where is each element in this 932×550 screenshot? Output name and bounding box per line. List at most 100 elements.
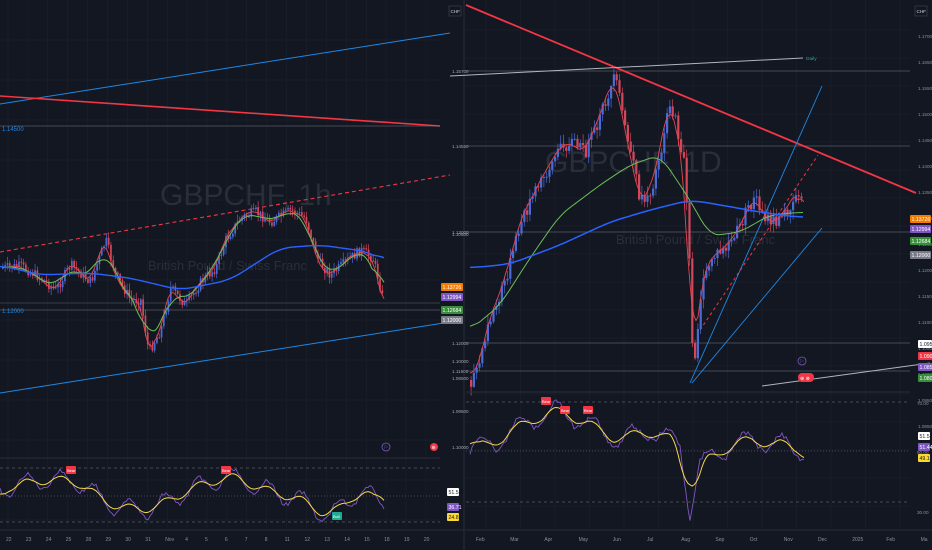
currency-button[interactable]: [448, 5, 462, 17]
price-candle: [22, 262, 25, 265]
price-candle: [199, 278, 202, 291]
price-candle: [789, 210, 792, 215]
x-axis-tick: 8: [265, 537, 268, 543]
x-axis-tick: Ma: [921, 537, 928, 543]
event-flag-icon-glyph: ⚐: [384, 445, 388, 451]
price-candle: [733, 238, 736, 241]
rsi-ma-line: [0, 473, 385, 517]
x-axis-tick: 13: [324, 537, 330, 543]
price-candle: [36, 270, 39, 280]
price-candle: [786, 209, 789, 215]
price-candle: [342, 259, 345, 263]
x-axis-tick: 11: [285, 537, 290, 543]
price-candle: [775, 216, 778, 226]
rsi-badge: [447, 503, 459, 511]
price-candle: [699, 299, 702, 330]
event-earnings-icon-glyph: ⊕: [432, 445, 436, 451]
price-candle: [232, 233, 234, 237]
ma-slow-line: [0, 244, 385, 290]
price-candle: [640, 194, 643, 200]
price-candle: [54, 287, 57, 289]
price-candle: [769, 214, 772, 224]
price-candle: [657, 160, 660, 170]
price-candle: [680, 139, 683, 153]
price-candle: [163, 314, 165, 326]
price-candle: [694, 342, 697, 359]
x-axis-tick: 4: [185, 537, 188, 543]
price-candle: [176, 290, 179, 295]
price-candle: [250, 208, 253, 217]
price-candle: [537, 186, 540, 188]
price-candle: [489, 321, 492, 325]
price-candle: [528, 198, 531, 215]
price-candle: [486, 324, 489, 342]
price-level-label: 1.10000: [452, 445, 469, 450]
rsi-badge: [447, 513, 459, 521]
price-candle: [716, 249, 719, 259]
price-candle: [374, 260, 377, 264]
rsi-badge-text: 24.81: [449, 515, 462, 521]
price-badge: [441, 316, 463, 324]
price-candle: [582, 142, 585, 146]
x-axis-tick: 22: [6, 537, 12, 543]
x-axis-tick: 23: [26, 537, 32, 543]
currency-button[interactable]: [914, 5, 928, 17]
divergence-label: [66, 466, 76, 474]
price-candle: [724, 247, 727, 251]
price-candle: [472, 372, 475, 387]
event-flag-icon[interactable]: [797, 356, 807, 366]
price-candle: [84, 272, 87, 280]
x-axis-tick: 5: [205, 537, 208, 543]
x-axis-tick: Nov: [784, 537, 793, 543]
price-candle: [604, 104, 607, 106]
event-flag-icon[interactable]: [381, 442, 391, 452]
price-candle: [573, 138, 576, 140]
divergence-label: [221, 466, 231, 474]
price-candle: [621, 92, 624, 111]
price-candle: [708, 266, 711, 271]
price-candle: [165, 311, 167, 315]
price-candle: [710, 259, 713, 267]
resistance-trendline: [0, 95, 441, 127]
divergence-label-text: Bull: [333, 514, 340, 519]
price-candle: [183, 300, 186, 305]
price-candle: [668, 106, 671, 114]
price-candle: [169, 287, 172, 302]
price-candle: [140, 299, 142, 305]
price-level-label: 1.15700: [452, 69, 469, 74]
event-earnings-icon[interactable]: [430, 443, 438, 451]
price-candle: [475, 367, 478, 373]
price-candle: [568, 145, 571, 151]
price-candle: [213, 272, 216, 274]
price-candle: [696, 329, 699, 359]
price-candle: [43, 280, 46, 282]
event-earnings-icon[interactable]: [798, 373, 814, 382]
watermark-name: British Pound / Swiss Franc: [148, 258, 307, 273]
price-candle: [545, 176, 548, 178]
y-axis-tick: 1.11500: [918, 294, 932, 299]
price-badge-text: 1.09000: [920, 354, 932, 360]
price-candle: [255, 207, 257, 209]
rsi-badge-text: 51.44: [920, 445, 932, 451]
divergence-label-text: Bear: [584, 408, 593, 413]
price-candle: [500, 285, 503, 302]
price-candle: [188, 295, 190, 300]
price-candle: [133, 299, 135, 301]
price-candle: [379, 278, 381, 291]
price-candle: [470, 380, 473, 387]
x-axis-tick: 7: [245, 537, 248, 543]
price-badge-text: 1.12994: [443, 295, 462, 301]
price-candle: [245, 214, 248, 217]
price-candle: [2, 267, 4, 269]
support-line: [761, 362, 931, 387]
price-candle: [797, 195, 800, 197]
price-badge: [918, 352, 932, 360]
y-axis-tick: 1.15500: [918, 86, 932, 91]
price-candle: [635, 160, 638, 175]
rsi-badge: [918, 454, 930, 462]
price-candle: [18, 261, 20, 268]
price-candle: [211, 272, 213, 277]
price-badge-text: 1.12000: [912, 253, 931, 259]
price-candle: [624, 110, 627, 126]
